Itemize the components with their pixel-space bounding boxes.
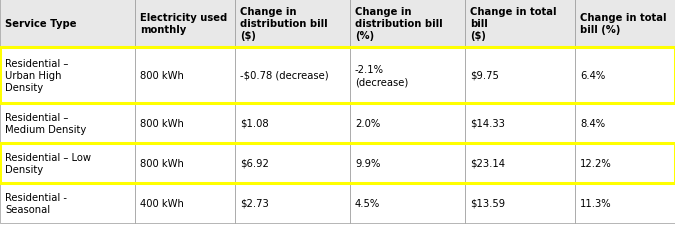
Text: 400 kWh: 400 kWh	[140, 198, 184, 208]
Bar	[0, 143, 675, 183]
Text: 800 kWh: 800 kWh	[140, 71, 184, 81]
Bar	[465, 183, 575, 223]
Bar	[465, 0, 575, 48]
Bar	[0, 104, 135, 143]
Text: 11.3%: 11.3%	[580, 198, 612, 208]
Bar	[135, 48, 235, 104]
Bar	[135, 143, 235, 183]
Text: -$0.78 (decrease): -$0.78 (decrease)	[240, 71, 329, 81]
Text: Residential –
Medium Density: Residential – Medium Density	[5, 112, 86, 135]
Bar	[350, 0, 465, 48]
Bar	[135, 183, 235, 223]
Bar	[0, 183, 135, 223]
Text: $2.73: $2.73	[240, 198, 269, 208]
Bar	[235, 48, 350, 104]
Text: 2.0%: 2.0%	[355, 118, 380, 128]
Bar	[465, 48, 575, 104]
Bar	[135, 104, 235, 143]
Text: $13.59: $13.59	[470, 198, 505, 208]
Text: Change in
distribution bill
(%): Change in distribution bill (%)	[355, 7, 443, 41]
Bar	[575, 143, 675, 183]
Text: Electricity used
monthly: Electricity used monthly	[140, 13, 227, 35]
Bar	[575, 104, 675, 143]
Bar	[350, 183, 465, 223]
Bar	[0, 48, 135, 104]
Bar	[235, 104, 350, 143]
Text: 12.2%: 12.2%	[580, 158, 612, 168]
Bar	[465, 143, 575, 183]
Text: 4.5%: 4.5%	[355, 198, 380, 208]
Bar	[350, 104, 465, 143]
Text: Service Type: Service Type	[5, 19, 76, 29]
Text: Residential -
Seasonal: Residential - Seasonal	[5, 192, 67, 214]
Bar	[235, 143, 350, 183]
Text: 8.4%: 8.4%	[580, 118, 605, 128]
Text: 9.9%: 9.9%	[355, 158, 381, 168]
Bar	[350, 48, 465, 104]
Text: 800 kWh: 800 kWh	[140, 118, 184, 128]
Bar	[0, 143, 135, 183]
Text: $6.92: $6.92	[240, 158, 269, 168]
Bar	[575, 0, 675, 48]
Bar	[0, 48, 675, 104]
Bar	[350, 143, 465, 183]
Text: $14.33: $14.33	[470, 118, 505, 128]
Bar	[575, 183, 675, 223]
Bar	[235, 183, 350, 223]
Text: Residential – Low
Density: Residential – Low Density	[5, 152, 91, 174]
Bar	[465, 104, 575, 143]
Text: -2.1%
(decrease): -2.1% (decrease)	[355, 64, 408, 87]
Text: Change in total
bill
($): Change in total bill ($)	[470, 7, 556, 41]
Bar	[575, 48, 675, 104]
Text: Change in
distribution bill
($): Change in distribution bill ($)	[240, 7, 327, 41]
Bar	[0, 0, 135, 48]
Text: 800 kWh: 800 kWh	[140, 158, 184, 168]
Text: Change in total
bill (%): Change in total bill (%)	[580, 13, 666, 35]
Text: 6.4%: 6.4%	[580, 71, 605, 81]
Bar	[135, 0, 235, 48]
Text: $9.75: $9.75	[470, 71, 499, 81]
Text: $1.08: $1.08	[240, 118, 269, 128]
Text: $23.14: $23.14	[470, 158, 505, 168]
Bar	[235, 0, 350, 48]
Text: Residential –
Urban High
Density: Residential – Urban High Density	[5, 58, 68, 93]
